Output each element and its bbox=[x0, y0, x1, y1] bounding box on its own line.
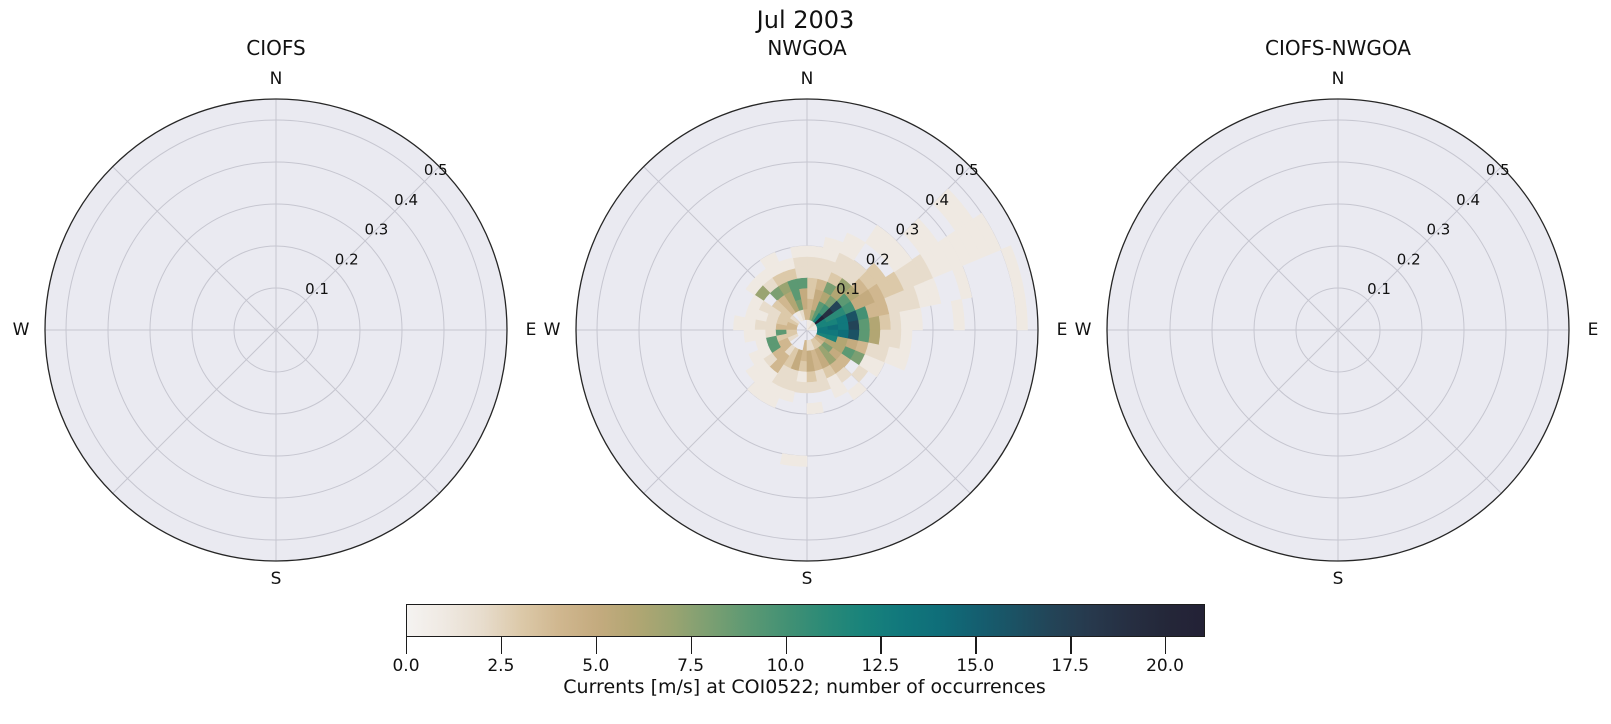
polar-chart-ciofs: 0.1 0.2 0.3 0.4 0.5 N E S W bbox=[0, 50, 556, 610]
colorbar-tick-label: 2.5 bbox=[487, 656, 515, 676]
polar-spine bbox=[1106, 98, 1570, 562]
mesh-cell bbox=[909, 307, 923, 331]
polar-axes: 0.1 0.2 0.3 0.4 0.5 N E S W bbox=[1075, 69, 1599, 589]
mesh-cell bbox=[806, 245, 824, 259]
r-tick-label: 0.2 bbox=[335, 250, 359, 268]
r-tick-label: 0.1 bbox=[305, 280, 329, 298]
r-tick-label: 0.2 bbox=[1397, 250, 1421, 268]
r-tick-label: 0.3 bbox=[364, 221, 388, 239]
compass-label-west: W bbox=[1075, 320, 1092, 340]
grid-spoke bbox=[1337, 329, 1502, 494]
mesh-cell bbox=[858, 329, 871, 343]
mesh-cell bbox=[780, 453, 808, 467]
polar-axes: 0.1 0.2 0.3 0.4 0.5 N E S W bbox=[544, 69, 1068, 589]
compass-label-east: E bbox=[1588, 320, 1599, 340]
colorbar-tick-label: 17.5 bbox=[1051, 656, 1090, 676]
r-tick-label: 0.5 bbox=[1486, 161, 1510, 179]
mesh-cell bbox=[806, 256, 822, 269]
compass-label-north: N bbox=[1332, 69, 1345, 89]
r-tick-label: 0.1 bbox=[1367, 280, 1391, 298]
mesh-cell bbox=[868, 315, 881, 331]
colorbar-gradient bbox=[406, 604, 1205, 637]
r-tick-label: 0.2 bbox=[866, 250, 890, 268]
compass-label-south: S bbox=[1333, 569, 1344, 589]
mesh-cell bbox=[870, 224, 897, 249]
mesh-cell bbox=[796, 370, 808, 383]
colorbar-tick bbox=[595, 636, 598, 654]
mesh-cell bbox=[899, 329, 913, 351]
colorbar-tick-label: 15.0 bbox=[956, 656, 995, 676]
compass-label-north: N bbox=[270, 69, 283, 89]
grid-spoke bbox=[112, 329, 277, 494]
r-tick-label: 0.4 bbox=[1456, 191, 1480, 209]
mesh-cell bbox=[950, 298, 965, 331]
mesh-cell bbox=[754, 319, 767, 331]
compass-label-south: S bbox=[802, 569, 813, 589]
r-tick-label: 0.1 bbox=[836, 280, 860, 298]
colorbar-tick bbox=[1070, 636, 1072, 654]
compass-label-east: E bbox=[526, 320, 537, 340]
colorbar-label: Currents [m/s] at COI0522; number of occ… bbox=[563, 676, 1046, 698]
compass-label-west: W bbox=[13, 320, 30, 340]
polar-chart-nwgoa: 0.1 0.2 0.3 0.4 0.5 N E S W bbox=[527, 50, 1087, 610]
mesh-cell bbox=[794, 381, 808, 394]
mesh-cell bbox=[806, 266, 820, 279]
colorbar-tick bbox=[406, 636, 408, 654]
colorbar-tick-label: 5.0 bbox=[582, 656, 610, 676]
r-tick-label: 0.5 bbox=[424, 161, 448, 179]
compass-label-east: E bbox=[1057, 320, 1068, 340]
r-tick-label: 0.3 bbox=[895, 221, 919, 239]
mesh-cell bbox=[910, 218, 939, 249]
colorbar-tick bbox=[1165, 636, 1167, 654]
mesh-cell bbox=[878, 329, 892, 347]
compass-label-south: S bbox=[271, 569, 282, 589]
colorbar-tick-label: 0.0 bbox=[392, 656, 420, 676]
r-tick-label: 0.4 bbox=[925, 191, 949, 209]
colorbar-tick-label: 12.5 bbox=[861, 656, 900, 676]
polar-spine bbox=[44, 98, 508, 562]
panel-title-nwgoa: NWGOA bbox=[767, 36, 847, 60]
mesh-cell bbox=[847, 329, 860, 341]
mesh-cell bbox=[806, 277, 818, 290]
colorbar-tick bbox=[690, 636, 692, 654]
compass-label-north: N bbox=[801, 69, 814, 89]
pcolormesh-cells bbox=[733, 188, 1028, 467]
grid-spoke bbox=[275, 166, 440, 331]
colorbar-tick-label: 7.5 bbox=[677, 656, 705, 676]
mesh-cell bbox=[878, 313, 892, 331]
colorbar-tick bbox=[975, 636, 977, 654]
colorbar-tick bbox=[500, 636, 503, 654]
compass-label-west: W bbox=[544, 320, 561, 340]
r-tick-label: 0.3 bbox=[1426, 221, 1450, 239]
grid-spoke bbox=[1174, 329, 1339, 494]
r-tick-label: 0.5 bbox=[955, 161, 979, 179]
r-tick-label: 0.4 bbox=[394, 191, 418, 209]
mesh-cell bbox=[889, 311, 902, 331]
colorbar-tick bbox=[880, 636, 882, 654]
polar-spine bbox=[575, 98, 1039, 562]
grid-spoke bbox=[1174, 166, 1339, 331]
mesh-cell bbox=[806, 401, 824, 415]
mesh-cell bbox=[868, 329, 881, 345]
grid-spoke bbox=[1337, 166, 1502, 331]
mesh-cell bbox=[733, 315, 746, 331]
mesh-cell bbox=[940, 188, 974, 226]
colorbar-tick bbox=[785, 636, 787, 654]
mesh-cell bbox=[899, 309, 913, 331]
mesh-cell bbox=[790, 245, 808, 259]
panel-title-ciofs: CIOFS bbox=[246, 36, 306, 60]
mesh-cell bbox=[743, 329, 756, 343]
colorbar-tick-label: 20.0 bbox=[1146, 656, 1184, 676]
colorbar-tick-label: 10.0 bbox=[766, 656, 805, 676]
mesh-cell bbox=[792, 256, 808, 269]
polar-chart-ciofs-nwgoa: 0.1 0.2 0.3 0.4 0.5 N E S W bbox=[1058, 50, 1611, 610]
figure-title: Jul 2003 bbox=[756, 6, 855, 34]
polar-axes: 0.1 0.2 0.3 0.4 0.5 N E S W bbox=[13, 69, 537, 589]
grid-spoke bbox=[275, 329, 440, 494]
mesh-cell bbox=[889, 329, 902, 349]
panel-title-ciofs-nwgoa: CIOFS-NWGOA bbox=[1265, 36, 1411, 60]
mesh-cell bbox=[743, 317, 756, 331]
grid-spoke bbox=[112, 166, 277, 331]
